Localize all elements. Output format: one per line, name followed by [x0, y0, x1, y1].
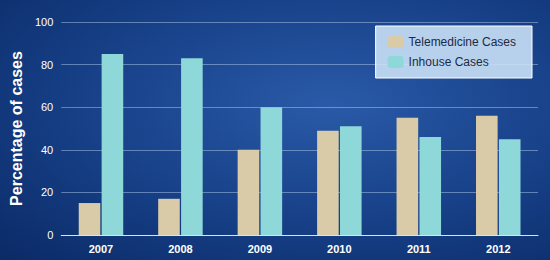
svg-text:100: 100: [35, 16, 53, 28]
svg-text:80: 80: [41, 59, 53, 71]
svg-text:60: 60: [41, 101, 53, 113]
svg-text:Telemedicine Cases: Telemedicine Cases: [409, 35, 516, 49]
svg-text:Percentage of cases: Percentage of cases: [8, 51, 25, 206]
svg-text:2011: 2011: [407, 243, 431, 255]
svg-text:2007: 2007: [89, 243, 113, 255]
svg-text:2009: 2009: [248, 243, 272, 255]
svg-text:2008: 2008: [168, 243, 192, 255]
svg-text:40: 40: [41, 144, 53, 156]
svg-text:20: 20: [41, 186, 53, 198]
svg-text:0: 0: [47, 229, 53, 241]
svg-text:2012: 2012: [486, 243, 510, 255]
svg-text:2010: 2010: [327, 243, 351, 255]
svg-text:Inhouse Cases: Inhouse Cases: [409, 55, 489, 69]
